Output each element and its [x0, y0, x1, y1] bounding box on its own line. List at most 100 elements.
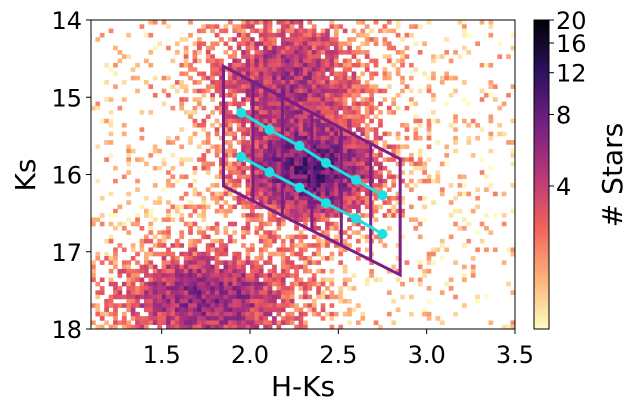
- heatmap-cell: [223, 148, 229, 154]
- heatmap-cell: [329, 37, 335, 42]
- x-tick-label: 2.5: [319, 341, 357, 369]
- heatmap-cell: [267, 118, 273, 124]
- heatmap-cell: [417, 195, 423, 201]
- heatmap-cell: [285, 75, 291, 81]
- heatmap-cell: [201, 294, 207, 300]
- heatmap-cell: [254, 195, 260, 201]
- heatmap-cell: [373, 161, 379, 167]
- heatmap-cell: [152, 316, 158, 321]
- heatmap-cell: [333, 191, 339, 197]
- heatmap-cell: [285, 161, 291, 167]
- heatmap-cell: [121, 320, 127, 326]
- isochrone-series: [236, 107, 388, 239]
- heatmap-cell: [148, 230, 154, 235]
- heatmap-cell: [378, 204, 383, 210]
- heatmap-cell: [289, 84, 295, 89]
- heatmap-cell: [360, 97, 366, 102]
- heatmap-cell: [369, 97, 374, 102]
- heatmap-cell: [333, 127, 339, 132]
- heatmap-cell: [360, 88, 366, 94]
- heatmap-cell: [135, 217, 140, 223]
- heatmap-cell: [241, 50, 246, 55]
- heatmap-cell: [382, 183, 388, 188]
- heatmap-cell: [303, 153, 308, 158]
- heatmap-cell: [205, 84, 211, 89]
- heatmap-cell: [325, 58, 330, 64]
- heatmap-cell: [161, 298, 167, 304]
- heatmap-cell: [130, 268, 136, 274]
- heatmap-cell: [258, 238, 264, 244]
- heatmap-cell: [289, 251, 295, 257]
- heatmap-cell: [329, 183, 335, 188]
- heatmap-cell: [347, 307, 352, 313]
- heatmap-cell: [347, 195, 352, 201]
- heatmap-cell: [272, 114, 277, 120]
- heatmap-cell: [219, 251, 224, 257]
- heatmap-cell: [285, 80, 291, 85]
- heatmap-cell: [364, 174, 370, 180]
- heatmap-cell: [219, 247, 224, 253]
- heatmap-cell: [386, 290, 392, 295]
- heatmap-cell: [285, 298, 291, 304]
- heatmap-cell: [227, 178, 233, 184]
- heatmap-cell: [188, 320, 193, 326]
- heatmap-cell: [250, 268, 255, 274]
- heatmap-cell: [152, 294, 158, 300]
- heatmap-cell: [400, 88, 405, 94]
- heatmap-cell: [400, 50, 405, 55]
- heatmap-cell: [276, 226, 282, 231]
- heatmap-cell: [400, 208, 405, 214]
- heatmap-cell: [272, 303, 277, 308]
- heatmap-cell: [245, 165, 251, 171]
- heatmap-cell: [462, 24, 467, 29]
- heatmap-cell: [126, 320, 132, 326]
- heatmap-cell: [311, 62, 317, 68]
- heatmap-cell: [325, 213, 330, 218]
- heatmap-cell: [214, 80, 220, 85]
- heatmap-cell: [201, 161, 207, 167]
- heatmap-cell: [179, 277, 185, 283]
- heatmap-cell: [351, 135, 357, 141]
- heatmap-cell: [404, 54, 410, 59]
- heatmap-cell: [280, 32, 286, 38]
- heatmap-cell: [174, 316, 180, 321]
- heatmap-cell: [329, 118, 335, 124]
- heatmap-cell: [510, 208, 515, 214]
- heatmap-cell: [113, 316, 118, 321]
- heatmap-cell: [311, 24, 317, 29]
- heatmap-cell: [298, 191, 304, 197]
- heatmap-cell: [325, 131, 330, 137]
- heatmap-cell: [320, 71, 326, 77]
- heatmap-cell: [307, 303, 313, 308]
- heatmap-cell: [232, 131, 238, 137]
- heatmap-cell: [250, 71, 255, 77]
- heatmap-cell: [404, 123, 410, 128]
- heatmap-cell: [113, 264, 118, 270]
- heatmap-cell: [329, 50, 335, 55]
- heatmap-cell: [356, 256, 361, 261]
- heatmap-cell: [192, 286, 198, 291]
- heatmap-cell: [484, 187, 489, 192]
- heatmap-cell: [166, 92, 171, 98]
- heatmap-cell: [342, 75, 348, 81]
- heatmap-cell: [148, 153, 154, 158]
- heatmap-cell: [333, 234, 339, 240]
- heatmap-cell: [329, 105, 335, 111]
- heatmap-cell: [409, 157, 414, 162]
- heatmap-cell: [183, 320, 189, 326]
- heatmap-cell: [236, 165, 242, 171]
- heatmap-cell: [272, 298, 277, 304]
- heatmap-cell: [351, 123, 357, 128]
- heatmap-cell: [448, 123, 454, 128]
- heatmap-cell: [276, 67, 282, 72]
- heatmap-cell: [170, 316, 176, 321]
- heatmap-cell: [183, 298, 189, 304]
- heatmap-cell: [325, 230, 330, 235]
- heatmap-cell: [311, 170, 317, 175]
- series-point: [264, 167, 275, 178]
- heatmap-cell: [258, 268, 264, 274]
- heatmap-cell: [462, 191, 467, 197]
- heatmap-cell: [338, 123, 344, 128]
- heatmap-cell: [320, 62, 326, 68]
